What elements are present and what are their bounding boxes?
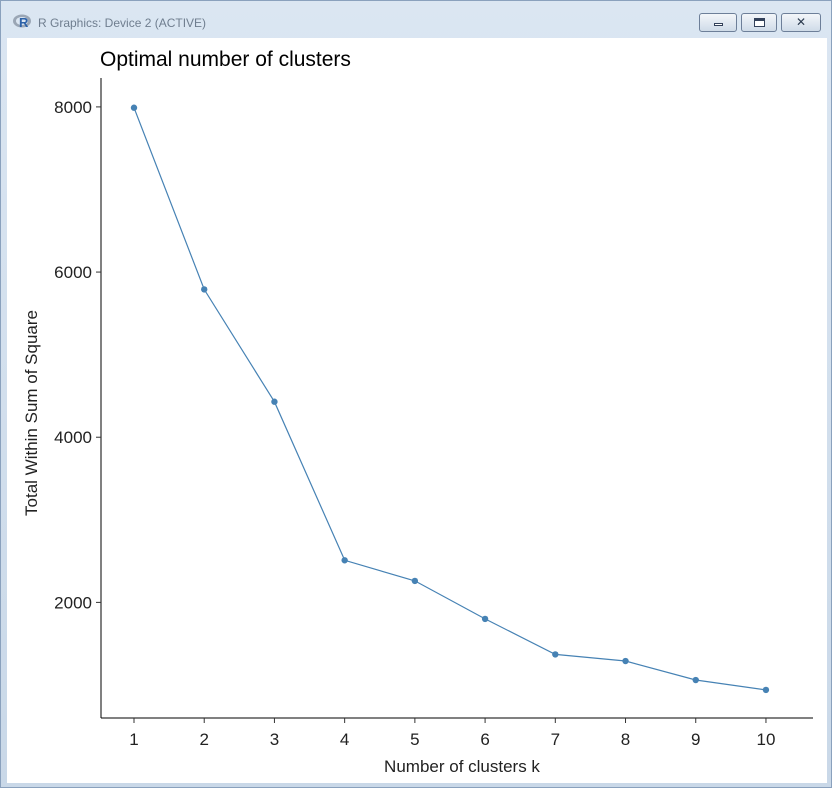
data-point	[622, 657, 629, 665]
close-icon: ✕	[795, 15, 807, 29]
data-point	[271, 398, 278, 405]
y-tick-label: 6000	[54, 263, 92, 282]
x-axis-ticks: 1 2 3 4 5 6 7 8 9 10	[129, 718, 775, 749]
y-axis-label: Total Within Sum of Square	[22, 310, 41, 516]
title-bar[interactable]: R R Graphics: Device 2 (ACTIVE) ✕	[1, 1, 831, 37]
chart-title: Optimal number of clusters	[100, 48, 351, 71]
x-tick-label: 10	[756, 730, 775, 749]
x-tick-label: 6	[480, 730, 489, 749]
data-point	[201, 286, 208, 293]
series-line	[133, 107, 767, 691]
x-tick-label: 1	[129, 730, 138, 749]
data-point	[341, 557, 348, 564]
maximize-icon	[754, 18, 765, 27]
elbow-chart: Optimal number of clusters 2000 4000 6000 8…	[22, 48, 813, 776]
x-tick-label: 9	[691, 730, 700, 749]
y-tick-label: 2000	[54, 593, 92, 612]
svg-text:R: R	[19, 15, 29, 29]
minimize-icon	[714, 23, 723, 26]
x-axis-label: Number of clusters k	[384, 757, 540, 776]
data-point	[552, 651, 559, 658]
plot-canvas: Optimal number of clusters 2000 4000 6000 8…	[7, 38, 827, 783]
r-logo-icon: R	[13, 14, 31, 29]
series-wss	[130, 104, 770, 694]
data-point	[762, 686, 770, 694]
y-axis-ticks: 2000 4000 6000 8000	[54, 98, 101, 612]
axes	[100, 78, 813, 719]
x-tick-label: 5	[410, 730, 419, 749]
window-title: R Graphics: Device 2 (ACTIVE)	[38, 16, 207, 30]
data-point	[130, 104, 138, 111]
x-tick-label: 3	[270, 730, 279, 749]
x-tick-label: 4	[340, 730, 349, 749]
close-button[interactable]: ✕	[781, 13, 821, 32]
y-tick-label: 4000	[54, 428, 92, 447]
x-tick-label: 7	[551, 730, 560, 749]
data-point	[692, 676, 699, 684]
x-tick-label: 2	[199, 730, 208, 749]
minimize-button[interactable]	[699, 13, 737, 32]
maximize-button[interactable]	[741, 13, 777, 32]
x-tick-label: 8	[621, 730, 630, 749]
data-point	[411, 577, 419, 585]
data-point	[481, 615, 489, 623]
y-tick-label: 8000	[54, 98, 92, 117]
